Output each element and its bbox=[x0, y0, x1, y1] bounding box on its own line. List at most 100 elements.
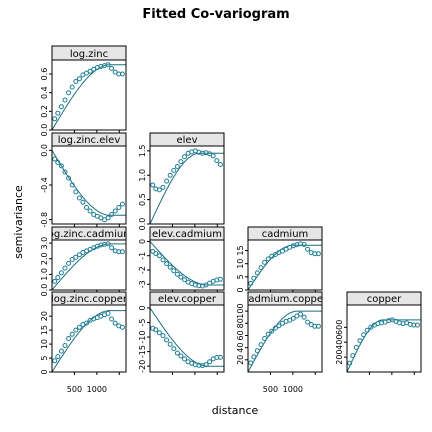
semivariance-point bbox=[73, 79, 79, 84]
semivariance-point bbox=[178, 159, 184, 165]
semivariance-point bbox=[69, 182, 75, 188]
semivariance-point bbox=[164, 178, 170, 184]
y-tick-label: -5 bbox=[138, 318, 147, 326]
semivariance-point bbox=[58, 348, 64, 354]
y-tick-label: 0 bbox=[236, 287, 245, 292]
y-tick-label: 0.5 bbox=[138, 193, 147, 206]
semivariance-point bbox=[119, 201, 125, 207]
y-tick-label: -15 bbox=[138, 345, 147, 358]
semivariance-point bbox=[153, 327, 159, 333]
semivariance-point bbox=[182, 154, 187, 160]
semivariance-point bbox=[265, 331, 271, 337]
semivariance-point bbox=[182, 356, 187, 362]
semivariance-point bbox=[258, 342, 264, 348]
y-tick-label: -10 bbox=[138, 331, 147, 344]
panel-frame bbox=[149, 145, 225, 225]
semivariance-point bbox=[87, 208, 93, 214]
panel-log-zinc: log.zinc 0.0 0.2 0.4 0.6 bbox=[40, 45, 127, 136]
semivariance-point bbox=[66, 90, 72, 96]
semivariance-point bbox=[305, 246, 311, 252]
panel-frame bbox=[51, 239, 127, 291]
panel-elev: elev 0.0 0.5 1.0 1.5 bbox=[138, 132, 225, 230]
semivariance-point bbox=[248, 360, 254, 366]
y-tick-label: -3 bbox=[138, 280, 147, 288]
semivariance-point bbox=[298, 311, 303, 317]
semivariance-point bbox=[55, 160, 61, 165]
semivariance-point bbox=[315, 251, 321, 257]
semivariance-point bbox=[69, 331, 75, 337]
semivariance-point bbox=[76, 195, 82, 201]
semivariance-point bbox=[251, 275, 257, 281]
y-tick-label: 0 bbox=[40, 369, 49, 374]
semivariance-point bbox=[160, 184, 166, 190]
panel-frame bbox=[51, 304, 127, 373]
semivariance-point bbox=[62, 265, 68, 271]
panel-strip-label: copper bbox=[367, 294, 402, 305]
fitted-model-line bbox=[248, 310, 322, 372]
semivariance-point bbox=[214, 158, 220, 164]
y-tick-label: -0.8 bbox=[40, 212, 49, 228]
fitted-model-line bbox=[150, 241, 224, 286]
y-tick-label: 20 bbox=[236, 355, 245, 365]
y-tick-label: 400 bbox=[335, 335, 344, 350]
semivariance-point bbox=[361, 332, 367, 338]
panel-elev-copper: elev.copper 0 -5 -10-15 -20 bbox=[138, 291, 225, 375]
semivariance-point bbox=[269, 328, 275, 334]
panel-strip-label: cadmium.copper bbox=[243, 294, 328, 305]
panel-frame bbox=[346, 304, 422, 373]
y-tick-label: 10 bbox=[40, 339, 49, 349]
semivariance-point bbox=[58, 270, 64, 276]
panel-log-zinc-cadmium: log.zinc.cadmium 0.0 1.0 2.0 3.0 bbox=[40, 226, 127, 297]
y-tick-label: 10 bbox=[236, 259, 245, 269]
panel-cadmium: cadmium 0 5 10 15 bbox=[236, 226, 323, 293]
semivariance-point bbox=[109, 65, 115, 71]
semivariance-point bbox=[357, 338, 363, 344]
y-tick-label: 0.0 bbox=[40, 284, 49, 297]
semivariance-point bbox=[116, 205, 122, 210]
y-tick-label: 20 bbox=[40, 311, 49, 321]
semivariance-point bbox=[171, 167, 177, 173]
semivariance-point bbox=[119, 324, 125, 330]
semivariance-point bbox=[248, 280, 254, 286]
y-tick-label: 0.4 bbox=[40, 86, 49, 99]
panel-strip-label: elev.cadmium bbox=[152, 229, 222, 240]
fitted-model-line bbox=[52, 150, 126, 216]
semivariance-point bbox=[174, 271, 180, 277]
semivariance-point bbox=[290, 315, 296, 321]
semivariance-point bbox=[73, 189, 79, 195]
y-tick-label: 1.0 bbox=[138, 169, 147, 182]
semivariance-point bbox=[207, 359, 213, 365]
semivariance-point bbox=[262, 336, 268, 341]
y-tick-label: 5 bbox=[40, 355, 49, 360]
y-axis-title: semivariance bbox=[12, 185, 25, 259]
semivariance-point bbox=[178, 274, 184, 280]
semivariance-point bbox=[73, 254, 79, 260]
y-tick-label: -2 bbox=[138, 266, 147, 274]
semivariance-point bbox=[182, 277, 187, 283]
x-tick-label: 500 bbox=[263, 385, 278, 394]
semivariance-point bbox=[52, 156, 58, 162]
fitted-model-line bbox=[52, 64, 126, 130]
y-tick-label: 15 bbox=[236, 245, 245, 255]
semivariance-point bbox=[217, 162, 223, 167]
semivariance-point bbox=[52, 116, 58, 122]
panel-frame bbox=[149, 304, 225, 373]
y-tick-label: 200 bbox=[335, 349, 344, 364]
panel-strip-label: log.zinc.elev bbox=[58, 135, 121, 146]
semivariance-point bbox=[174, 350, 180, 356]
semivariance-point bbox=[171, 268, 177, 274]
y-tick-label: 15 bbox=[40, 325, 49, 335]
y-tick-label: 80 bbox=[236, 318, 245, 328]
panel-strip-label: log.zinc.copper bbox=[51, 294, 128, 305]
panel-log-zinc-elev: log.zinc.elev 0.0 -0.4 -0.8 bbox=[40, 132, 127, 228]
semivariance-point bbox=[160, 257, 166, 263]
semivariance-point bbox=[210, 153, 216, 159]
semivariance-point bbox=[167, 264, 173, 270]
semivariance-point bbox=[84, 320, 89, 326]
semivariance-point bbox=[353, 344, 359, 350]
y-tick-label: 5 bbox=[236, 274, 245, 279]
chart-title: Fitted Co-variogram bbox=[142, 7, 289, 22]
